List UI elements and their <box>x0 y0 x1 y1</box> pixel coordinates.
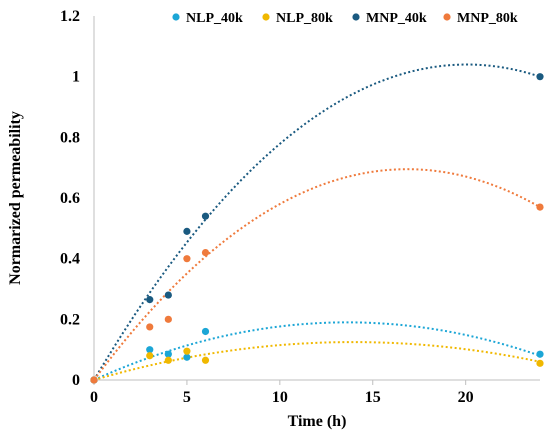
y-tick-label: 0 <box>72 372 80 389</box>
x-tick-label: 15 <box>365 389 381 406</box>
data-point-nlp-80k <box>536 359 544 367</box>
legend-item: NLP_40k <box>172 11 243 26</box>
legend-label: NLP_40k <box>186 11 243 26</box>
x-tick-label: 20 <box>458 389 474 406</box>
legend-marker <box>443 13 451 21</box>
data-point-nlp-80k <box>201 356 210 364</box>
legend-label: MNP_80k <box>457 11 518 26</box>
data-point-mnp-80k <box>146 323 154 331</box>
data-point-mnp-80k <box>201 249 210 257</box>
data-point-nlp-80k <box>146 352 154 360</box>
legend-marker <box>172 13 180 21</box>
y-axis-title: Normarized permeability <box>7 111 24 285</box>
y-tick-label: 0.6 <box>60 190 80 207</box>
data-point-mnp-40k <box>164 291 172 299</box>
y-tick-label: 1.2 <box>60 8 80 25</box>
x-tick-label: 0 <box>90 389 98 406</box>
y-tick-label: 0.4 <box>60 251 80 268</box>
data-point-mnp-40k <box>183 227 191 235</box>
legend-item: MNP_40k <box>352 11 427 26</box>
trendline-mnp-80k <box>93 168 541 381</box>
y-tick-label: 0.8 <box>60 129 80 146</box>
legend-label: MNP_40k <box>366 11 427 26</box>
trendline-nlp-80k <box>93 341 541 381</box>
legend-marker <box>352 13 360 21</box>
trendline-nlp-40k <box>93 321 541 381</box>
trendline-mnp-40k <box>93 63 541 381</box>
legend: NLP_40k NLP_80k MNP_40k MNP_80k <box>172 11 518 26</box>
legend-item: NLP_80k <box>262 11 333 26</box>
legend-label: NLP_80k <box>276 11 333 26</box>
x-tick-label: 10 <box>272 389 288 406</box>
data-point-nlp-40k <box>536 350 544 358</box>
y-tick-label: 1 <box>72 69 80 86</box>
legend-item: MNP_80k <box>443 11 518 26</box>
data-point-mnp-80k <box>164 315 172 323</box>
tick-labels: 0 5 10 15 20 0 0.2 0.4 0.6 0.8 1 1.2 <box>60 8 474 406</box>
axes <box>93 16 540 385</box>
y-tick-label: 0.2 <box>60 311 80 328</box>
data-point-mnp-80k <box>183 255 191 263</box>
data-point-mnp-80k <box>90 376 98 384</box>
data-point-nlp-80k <box>183 347 191 355</box>
data-point-mnp-40k <box>146 296 154 304</box>
data-point-mnp-40k <box>536 73 544 81</box>
data-point-mnp-40k <box>201 212 210 220</box>
x-axis-title: Time (h) <box>288 413 347 430</box>
data-point-nlp-40k <box>183 353 191 361</box>
data-point-nlp-40k <box>201 327 210 336</box>
data-point-nlp-80k <box>164 356 172 364</box>
trendlines <box>93 63 541 381</box>
data-point-mnp-80k <box>536 203 544 211</box>
x-tick-label: 5 <box>183 389 191 406</box>
data-point-nlp-40k <box>146 346 154 354</box>
legend-marker <box>262 13 270 21</box>
data-points <box>90 73 544 384</box>
data-point-nlp-40k <box>164 350 172 358</box>
